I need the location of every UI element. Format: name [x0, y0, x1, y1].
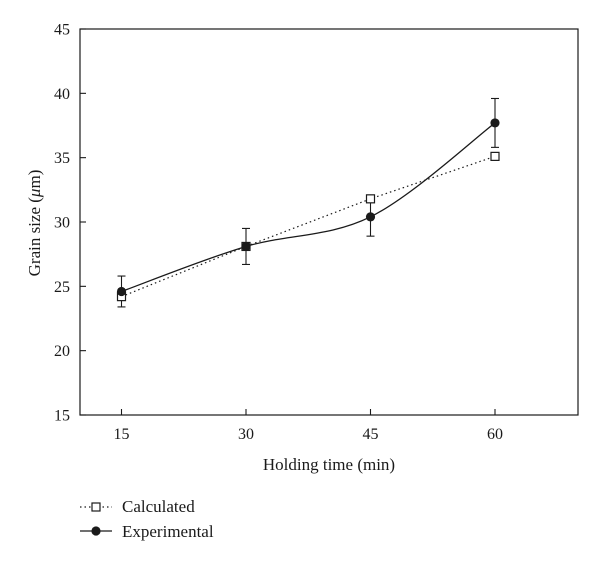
x-tick-label: 30	[238, 426, 254, 443]
legend: Calculated Experimental	[80, 497, 214, 541]
series-calculated-line	[121, 155, 496, 298]
x-tick-label: 15	[114, 426, 130, 443]
legend-experimental-label: Experimental	[122, 522, 214, 541]
legend-calculated-label: Calculated	[122, 497, 195, 516]
y-axis-title: Grain size (μm)	[25, 170, 44, 277]
plot-area: 15 20 25 30 35 40 45 15 30 45 60	[54, 22, 579, 443]
experimental-point	[490, 118, 500, 128]
y-axis-title-mu: μ	[25, 189, 44, 199]
y-tick-label: 15	[54, 408, 70, 425]
y-tick-label: 30	[54, 215, 70, 232]
y-tick-label: 45	[54, 22, 70, 39]
calculated-point	[365, 194, 376, 204]
y-tick-label: 40	[54, 86, 70, 103]
x-axis-title: Holding time (min)	[263, 455, 395, 474]
y-tick-label: 25	[54, 279, 70, 296]
x-tick-label: 45	[363, 426, 379, 443]
experimental-point	[365, 212, 376, 222]
x-tick-label: 60	[487, 426, 503, 443]
y-axis-title-end: m)	[25, 170, 44, 189]
y-axis-title-start: Grain size (	[25, 197, 44, 277]
series-experimental-line	[121, 122, 496, 293]
experimental-point	[116, 286, 127, 297]
calculated-point	[490, 151, 500, 161]
experimental-point	[241, 241, 251, 252]
y-tick-label: 35	[54, 150, 70, 167]
legend-experimental-marker	[91, 526, 101, 536]
legend-calculated-marker	[91, 502, 101, 512]
y-tick-label: 20	[54, 343, 70, 360]
